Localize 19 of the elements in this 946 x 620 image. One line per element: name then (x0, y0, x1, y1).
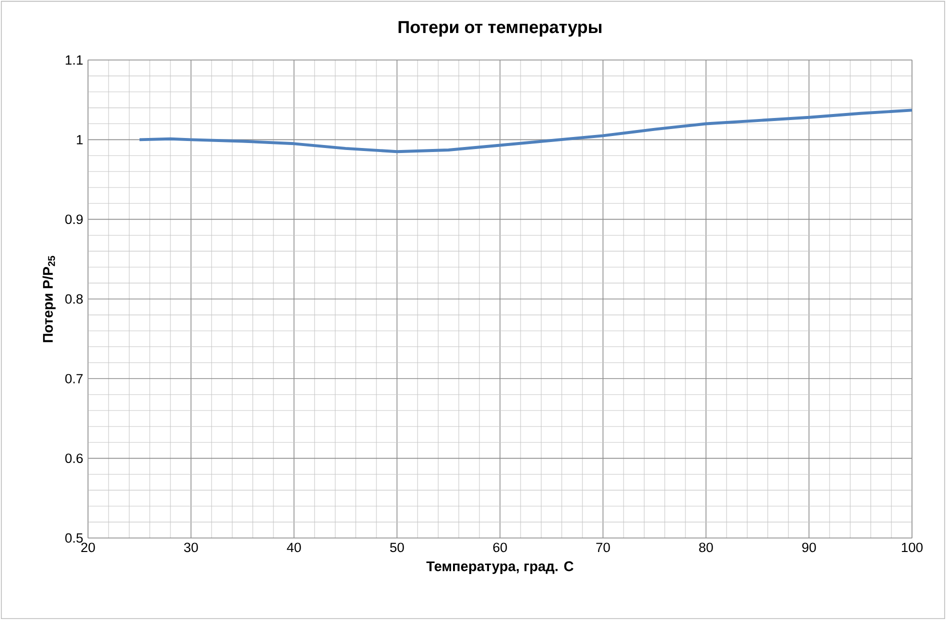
x-tick-label: 40 (286, 542, 301, 552)
x-axis-title: Температура, град. С (426, 561, 574, 574)
y-tick-label: 0.8 (65, 294, 83, 304)
x-tick-label: 90 (802, 542, 816, 552)
chart-title: Потери от температуры (398, 21, 602, 37)
x-tick-label: 30 (184, 542, 198, 552)
y-tick-label: 0.6 (65, 454, 83, 464)
x-tick-label: 70 (596, 542, 610, 552)
y-tick-label: 1.1 (66, 55, 83, 65)
y-tick-label: 0.9 (65, 214, 83, 224)
x-tick-label: 50 (390, 542, 404, 552)
y-tick-label: 0.7 (65, 374, 83, 384)
y-tick-label: 0.5 (65, 533, 83, 543)
x-tick-label: 20 (81, 542, 95, 552)
x-tick-label: 80 (699, 542, 713, 552)
y-tick-label: 1 (76, 135, 83, 144)
x-tick-label: 100 (902, 542, 923, 552)
x-tick-label: 60 (493, 542, 507, 552)
y-axis-title: Потери P/P$_{25}$ (42, 256, 56, 342)
